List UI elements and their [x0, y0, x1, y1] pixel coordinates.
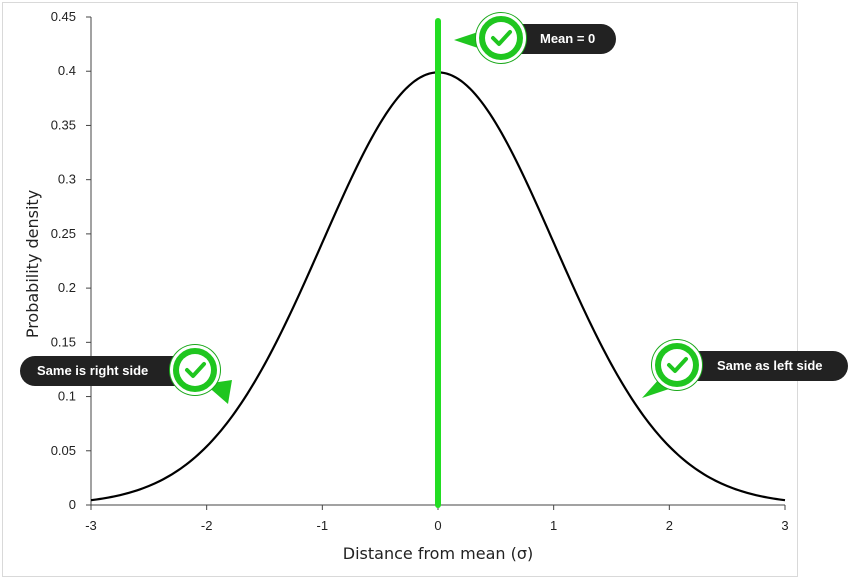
y-tick-label: 0.1 — [58, 389, 76, 404]
x-tick-label: 0 — [434, 518, 441, 533]
mean-check-badge — [476, 13, 526, 63]
y-tick-label: 0.15 — [51, 334, 76, 349]
y-tick-label: 0.25 — [51, 226, 76, 241]
y-tick-label: 0.05 — [51, 443, 76, 458]
y-tick-label: 0.35 — [51, 117, 76, 132]
callout-mean-label: Mean = 0 — [540, 31, 596, 46]
x-tick-label: 2 — [666, 518, 673, 533]
callout-right: Same as left side — [676, 351, 848, 381]
check-icon — [491, 30, 512, 46]
y-axis-title: Probability density — [23, 190, 42, 338]
y-tick-label: 0.45 — [51, 9, 76, 24]
callout-right-label: Same as left side — [717, 358, 823, 373]
x-tick-label: 3 — [781, 518, 788, 533]
y-tick-label: 0.3 — [58, 172, 76, 187]
check-icon — [185, 362, 206, 378]
y-tick-label: 0.2 — [58, 280, 76, 295]
left-check-badge — [170, 345, 220, 395]
chart-frame — [2, 2, 798, 577]
check-icon — [667, 357, 688, 373]
y-tick-label: 0 — [69, 497, 76, 512]
y-tick-label: 0.4 — [58, 63, 76, 78]
x-tick-label: -1 — [317, 518, 329, 533]
right-check-badge — [652, 340, 702, 390]
x-tick-label: -2 — [201, 518, 213, 533]
mean-callout-pointer — [454, 32, 478, 48]
x-axis-title: Distance from mean (σ) — [343, 544, 533, 563]
x-tick-label: -3 — [85, 518, 97, 533]
callout-left-label: Same is right side — [37, 363, 149, 378]
x-tick-label: 1 — [550, 518, 557, 533]
